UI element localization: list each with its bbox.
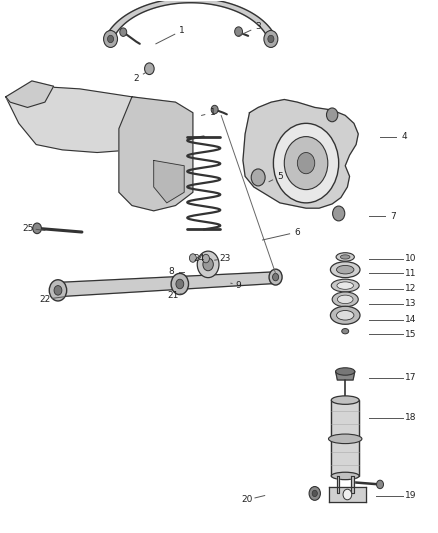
Ellipse shape [331,396,359,405]
Text: 1: 1 [210,108,215,117]
Text: 14: 14 [405,315,416,324]
Polygon shape [6,81,53,108]
Circle shape [120,28,127,36]
Text: 7: 7 [390,212,396,221]
Circle shape [54,286,62,295]
Circle shape [309,487,321,500]
Circle shape [268,35,274,43]
Circle shape [273,123,339,203]
Polygon shape [243,100,358,208]
Text: 24: 24 [194,254,205,263]
Text: 20: 20 [242,495,253,504]
Polygon shape [105,0,276,39]
Text: 8: 8 [168,268,174,276]
Polygon shape [6,86,184,152]
Text: 10: 10 [405,254,416,263]
Circle shape [203,258,213,271]
Polygon shape [351,476,354,493]
Text: 25: 25 [23,224,34,233]
Text: 4: 4 [401,132,407,141]
Text: 5: 5 [277,172,283,181]
Circle shape [107,35,113,43]
Text: 2: 2 [134,74,139,83]
Polygon shape [331,400,359,476]
Circle shape [332,206,345,221]
Circle shape [176,279,184,289]
Ellipse shape [332,292,358,307]
Circle shape [264,30,278,47]
Circle shape [297,152,315,174]
Circle shape [171,273,188,295]
Circle shape [145,63,154,75]
Ellipse shape [331,279,359,292]
Polygon shape [336,372,355,380]
Text: 12: 12 [405,284,416,293]
Ellipse shape [336,265,354,274]
Ellipse shape [328,434,362,443]
Text: 19: 19 [405,491,416,500]
Text: 6: 6 [294,228,300,237]
Ellipse shape [337,282,353,289]
Circle shape [251,169,265,186]
Circle shape [33,223,42,233]
Text: 17: 17 [405,373,416,382]
Polygon shape [328,487,366,503]
Ellipse shape [330,262,360,278]
Ellipse shape [331,472,359,480]
Text: 15: 15 [405,330,416,339]
Text: 22: 22 [39,295,50,304]
Circle shape [189,254,196,262]
Circle shape [343,489,352,500]
Text: 11: 11 [405,269,416,278]
Text: 1: 1 [179,26,185,35]
Ellipse shape [342,328,349,334]
Polygon shape [105,0,276,39]
Ellipse shape [340,255,350,259]
Text: 3: 3 [255,22,261,31]
Circle shape [202,254,209,263]
Circle shape [197,251,219,278]
Polygon shape [58,272,276,297]
Text: 23: 23 [220,254,231,263]
Circle shape [377,480,384,489]
Text: 21: 21 [168,291,179,300]
Text: 18: 18 [405,413,416,422]
Text: 9: 9 [236,280,241,289]
Ellipse shape [336,311,354,320]
Circle shape [284,136,328,190]
Circle shape [49,280,67,301]
Ellipse shape [337,295,353,304]
Polygon shape [336,476,339,493]
Circle shape [326,108,338,122]
Circle shape [269,269,282,285]
Ellipse shape [330,306,360,324]
Ellipse shape [336,368,355,375]
Ellipse shape [336,253,354,261]
Polygon shape [119,97,193,211]
Polygon shape [154,160,184,203]
Circle shape [272,273,279,281]
Circle shape [211,106,218,114]
Circle shape [103,30,117,47]
Circle shape [235,27,243,36]
Text: 13: 13 [405,299,416,308]
Circle shape [312,490,318,497]
